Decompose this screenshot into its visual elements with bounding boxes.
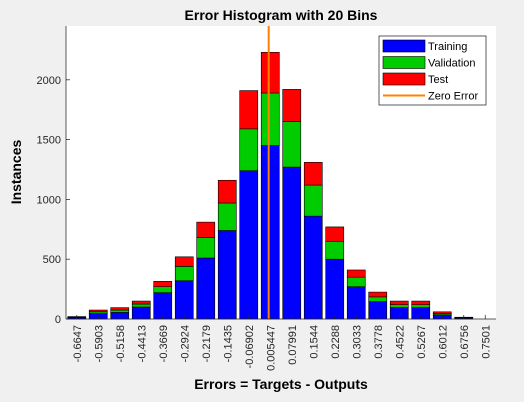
x-tick-label-16: 0.5267	[416, 325, 428, 359]
bar-test-16	[411, 300, 431, 305]
chart-title: Error Histogram with 20 Bins	[185, 7, 378, 23]
x-tick-label-10: 0.07991	[287, 325, 299, 365]
bar-test-4	[153, 281, 173, 288]
bar-test-15	[389, 300, 409, 305]
bar-test-14	[368, 291, 388, 298]
y-tick-label-2000: 2000	[37, 75, 61, 87]
bars-group	[67, 52, 474, 320]
axes-group: 0 500 1000 1500 2000 -0.6647 -0.5903 -0.5158 -0.…	[37, 26, 496, 371]
bar-validation-8	[239, 128, 259, 172]
x-tick-label-15: 0.4522	[394, 325, 406, 359]
bar-test-8	[239, 90, 259, 130]
x-tick-label-8: -0.06902	[244, 325, 256, 368]
y-tick-label-0: 0	[55, 314, 61, 326]
legend-label-training: Training	[428, 41, 467, 53]
legend-label-validation: Validation	[428, 58, 476, 70]
bar-training-8	[239, 170, 259, 320]
x-tick-label-9: 0.005447	[265, 325, 277, 371]
legend-swatch-validation	[382, 56, 426, 69]
bar-validation-11	[303, 184, 323, 217]
bar-training-12	[325, 258, 345, 320]
bar-validation-10	[282, 121, 302, 168]
bar-validation-4	[153, 286, 173, 293]
legend: Training Validation Test Zero Error	[378, 35, 487, 106]
bar-validation-3	[131, 303, 151, 308]
bar-test-12	[325, 226, 345, 242]
bar-test-13	[346, 269, 366, 278]
bar-test-10	[282, 89, 302, 122]
bar-validation-13	[346, 276, 366, 288]
bar-training-6	[196, 257, 216, 320]
x-tick-label-2: -0.5158	[115, 325, 127, 362]
x-tick-label-6: -0.2179	[201, 325, 213, 362]
bar-training-13	[346, 286, 366, 320]
x-tick-label-0: -0.6647	[72, 325, 84, 362]
x-tick-label-7: -0.1435	[222, 325, 234, 362]
bar-validation-16	[411, 304, 431, 308]
bar-validation-9	[260, 92, 280, 146]
bar-training-10	[282, 166, 302, 320]
bar-training-11	[303, 215, 323, 320]
legend-swatch-training	[382, 39, 426, 53]
bar-test-3	[131, 300, 151, 305]
legend-swatch-test	[382, 72, 426, 86]
x-tick-label-3: -0.4413	[136, 325, 148, 362]
bar-test-11	[303, 162, 323, 186]
bar-validation-14	[368, 296, 388, 302]
bar-training-5	[174, 280, 194, 320]
x-tick-label-11: 0.1544	[308, 325, 320, 359]
bar-training-9	[260, 145, 280, 320]
x-tick-label-18: 0.6756	[459, 325, 471, 359]
bar-validation-7	[217, 202, 237, 231]
y-tick-label-1500: 1500	[37, 135, 61, 147]
bar-validation-2	[110, 309, 130, 313]
bar-test-9	[260, 52, 280, 94]
bar-test-1	[88, 309, 108, 313]
bar-test-2	[110, 307, 130, 311]
bar-validation-12	[325, 240, 345, 260]
bar-validation-5	[174, 266, 194, 282]
y-axis-label: Instances	[8, 139, 24, 204]
y-tick-label-500: 500	[43, 254, 61, 266]
bar-test-7	[217, 179, 237, 204]
x-tick-label-13: 0.3033	[351, 325, 363, 359]
x-tick-label-5: -0.2924	[179, 325, 191, 362]
legend-label-zero-error: Zero Error	[428, 91, 478, 103]
legend-label-test: Test	[428, 74, 448, 86]
bar-test-17	[432, 311, 452, 314]
x-tick-label-4: -0.3669	[158, 325, 170, 362]
bar-test-6	[196, 221, 216, 238]
x-tick-label-19: 0.7501	[480, 325, 492, 359]
x-axis-label: Errors = Targets - Outputs	[194, 376, 368, 392]
bar-training-7	[217, 230, 237, 320]
x-tick-label-12: 0.2288	[330, 325, 342, 359]
bar-validation-15	[389, 304, 409, 308]
x-tick-label-1: -0.5903	[93, 325, 105, 362]
bar-validation-6	[196, 237, 216, 259]
x-tick-label-14: 0.3778	[373, 325, 385, 359]
bar-test-5	[174, 256, 194, 267]
x-tick-label-17: 0.6012	[437, 325, 449, 359]
y-tick-label-1000: 1000	[37, 194, 61, 206]
